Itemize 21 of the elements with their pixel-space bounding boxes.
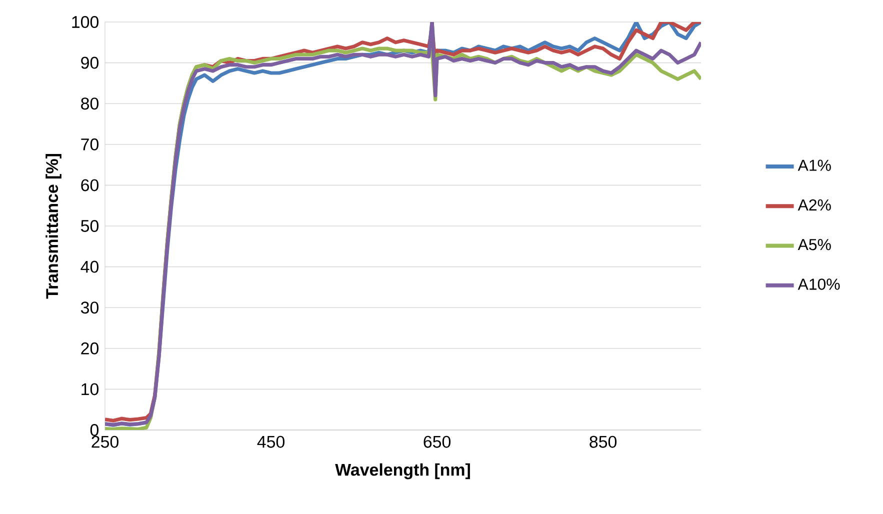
y-tick-label: 70 xyxy=(81,138,98,150)
y-tick-label: 50 xyxy=(80,220,98,232)
legend-label: A1% xyxy=(798,160,831,171)
legend-label: A5% xyxy=(798,238,831,250)
x-tick-label: 450 xyxy=(257,436,284,448)
y-tick-label: 20 xyxy=(81,342,98,354)
y-tick-label: 0 xyxy=(90,424,99,436)
x-axis-title: Wavelength [nm] xyxy=(335,463,470,480)
y-tick-label: 40 xyxy=(80,260,98,273)
y-tick-label: 80 xyxy=(81,98,98,110)
y-tick-label: 10 xyxy=(82,383,98,396)
x-tick-label: 650 xyxy=(424,436,451,448)
y-tick-label: 90 xyxy=(81,56,98,69)
x-tick-label: 850 xyxy=(590,436,617,448)
x-tick-label: 250 xyxy=(92,436,118,448)
y-tick-label: 30 xyxy=(80,302,98,314)
legend-label: A10% xyxy=(798,278,840,290)
y-tick-label: 60 xyxy=(81,179,98,192)
y-axis-title: Transmittance [%] xyxy=(46,154,62,299)
y-tick-label: 100 xyxy=(72,16,98,28)
legend-label: A2% xyxy=(798,199,831,211)
